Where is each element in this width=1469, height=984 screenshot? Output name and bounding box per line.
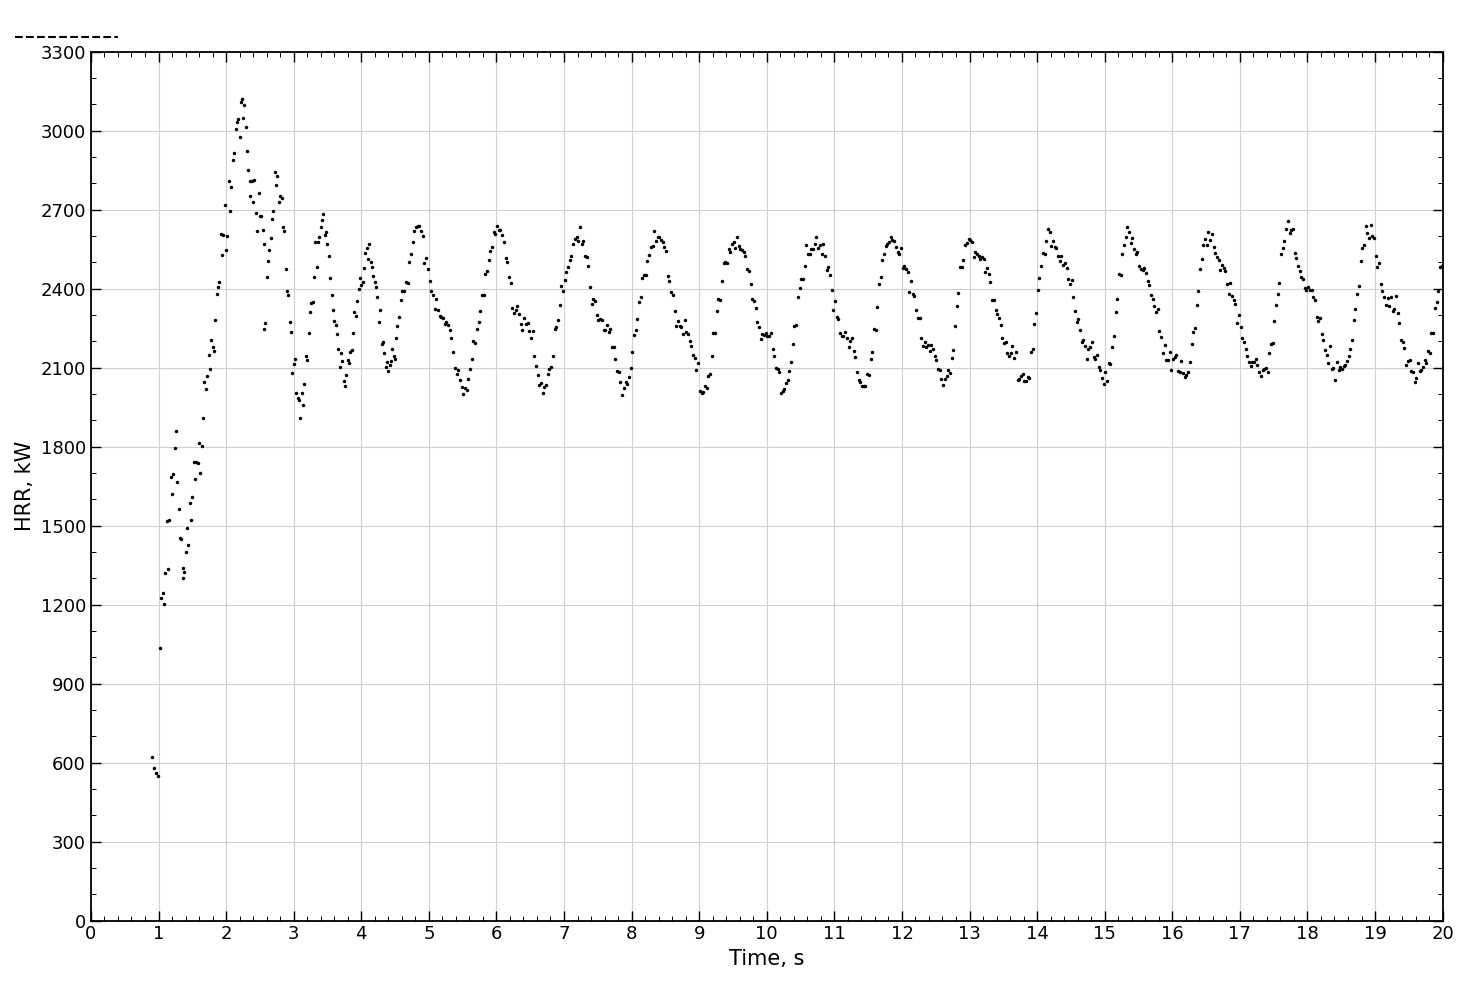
Y-axis label: HRR, kW: HRR, kW bbox=[15, 441, 35, 531]
X-axis label: Time, s: Time, s bbox=[729, 949, 805, 969]
